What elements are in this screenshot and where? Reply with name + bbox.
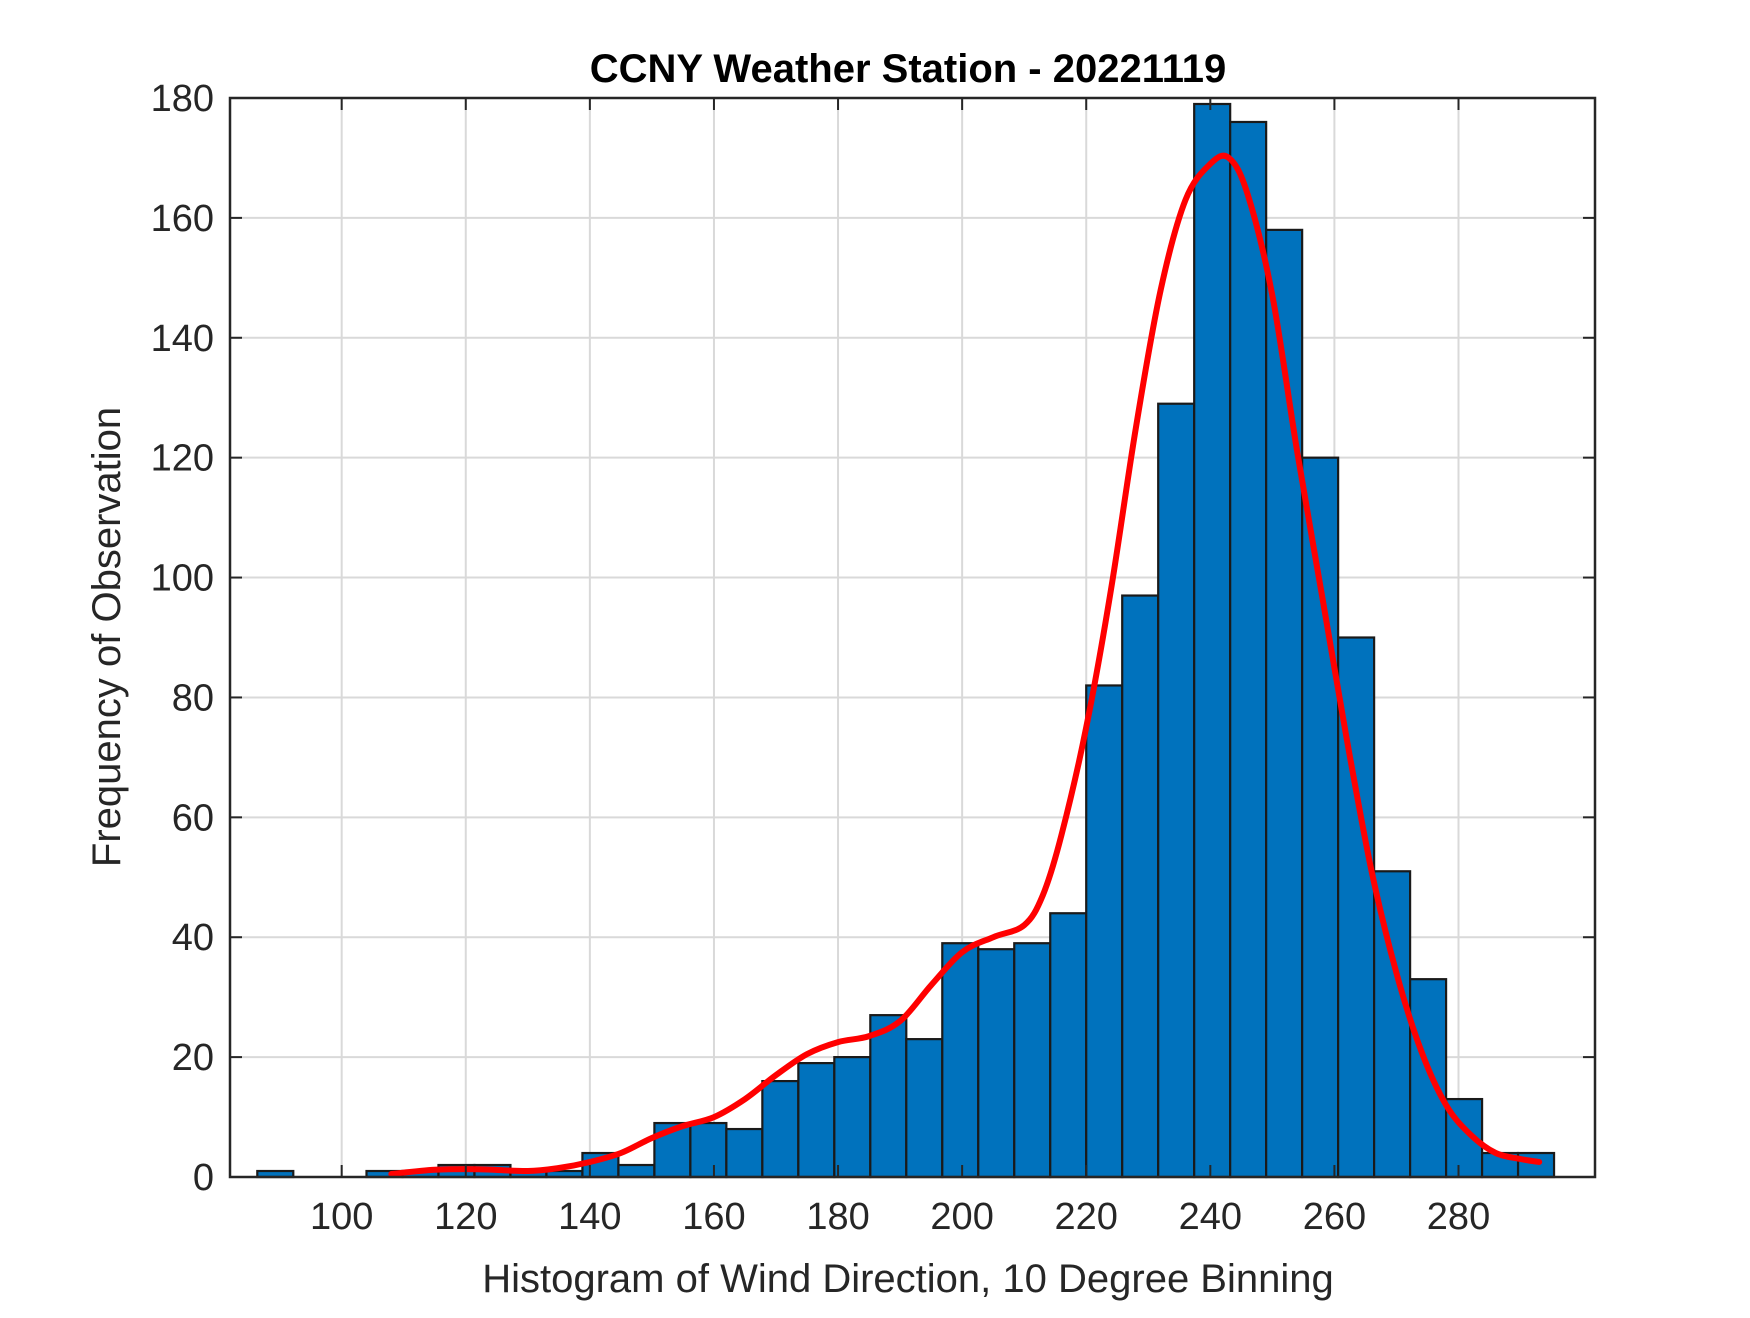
y-tick-label: 40 [172,917,214,959]
x-tick-label: 140 [558,1196,621,1238]
x-axis-label: Histogram of Wind Direction, 10 Degree B… [482,1257,1334,1301]
x-tick-label: 220 [1055,1196,1118,1238]
histogram-bar [1121,594,1160,1179]
x-tick-label: 180 [806,1196,869,1238]
histogram-bar [941,942,980,1179]
fit-curve [388,152,1543,1177]
histogram-bar [725,1127,764,1179]
x-tick-label: 160 [682,1196,745,1238]
axes [228,96,1597,1179]
histogram-bar [797,1062,836,1179]
histogram-bar [1409,978,1448,1179]
y-tick-label: 140 [151,318,214,360]
histogram-bar [1301,456,1340,1179]
x-tick-label: 120 [434,1196,497,1238]
axes-box [228,96,1597,1179]
x-tick-label: 100 [310,1196,373,1238]
x-tick-label: 280 [1427,1196,1490,1238]
histogram-bar [1157,402,1196,1179]
y-tick-label: 120 [151,438,214,480]
y-tick-label: 100 [151,558,214,600]
histogram-bar [1229,120,1268,1179]
y-tick-label: 160 [151,198,214,240]
histogram-bar [761,1079,800,1179]
histogram-bar [1193,102,1232,1179]
y-tick-label: 0 [193,1157,214,1199]
y-tick-label: 20 [172,1037,214,1079]
x-tick-label: 240 [1179,1196,1242,1238]
tick-labels: 100 120 140 160 180 200 220 240 260 280 0 20 40 60 80 1… [151,78,1491,1238]
histogram-bar [689,1121,728,1179]
histogram-bar [869,1014,908,1179]
y-tick-label: 60 [172,797,214,839]
histogram-bar [977,948,1016,1179]
fit-curve-line [388,152,1543,1177]
x-tick-label: 260 [1303,1196,1366,1238]
histogram-bar [1373,870,1412,1179]
histogram-bar [905,1038,944,1179]
histogram-bar [1049,912,1088,1179]
histogram-bar [1085,684,1124,1179]
x-tick-label: 200 [930,1196,993,1238]
y-axis-label: Frequency of Observation [85,407,129,867]
y-tick-label: 80 [172,677,214,719]
histogram-bar [1013,942,1052,1179]
y-tick-label: 180 [151,78,214,120]
chart-title: CCNY Weather Station - 20221119 [590,47,1227,91]
histogram-bar [833,1056,872,1179]
histogram-bar [617,1163,656,1179]
